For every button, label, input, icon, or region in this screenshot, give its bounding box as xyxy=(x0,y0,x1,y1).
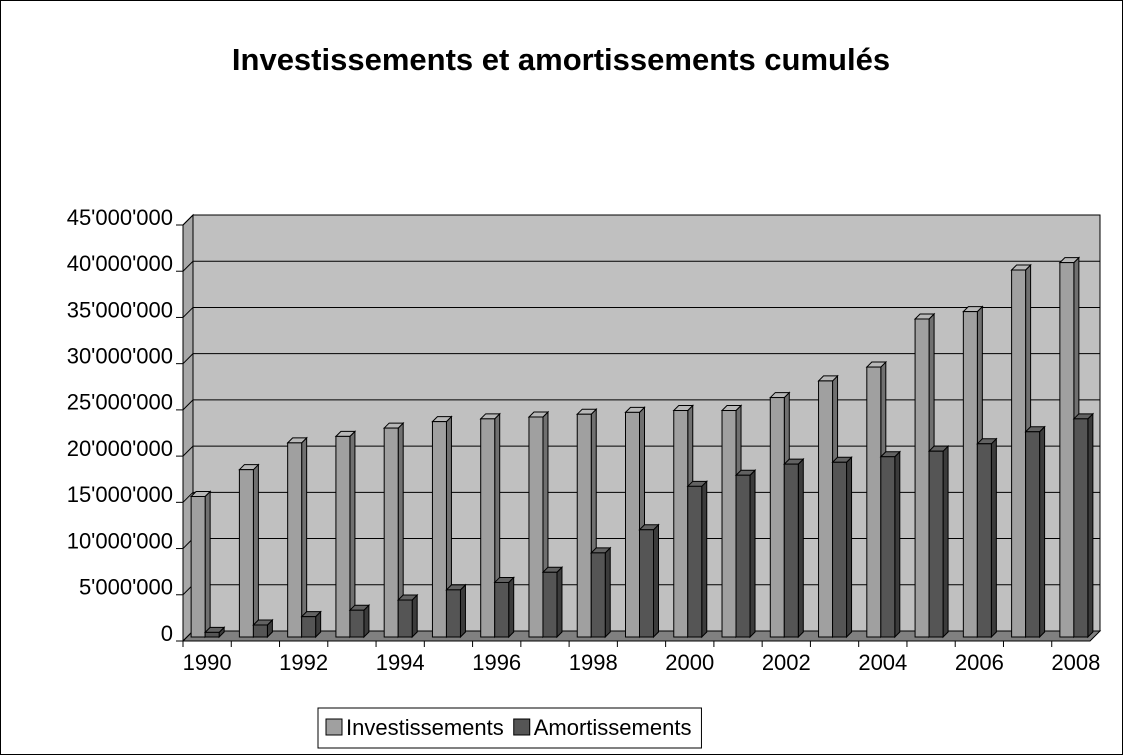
legend: Investissements Amortissements xyxy=(317,707,702,749)
bar-side xyxy=(459,583,466,639)
bar xyxy=(832,461,848,638)
bar xyxy=(301,616,317,638)
x-tick-label: 2006 xyxy=(955,650,1004,675)
bar xyxy=(528,416,544,638)
grid-line xyxy=(182,399,1100,411)
bar xyxy=(1059,262,1075,638)
bar xyxy=(431,421,447,638)
x-tick-label: 1990 xyxy=(183,650,232,675)
bar xyxy=(687,485,703,638)
bar-side xyxy=(942,444,949,639)
bar-side xyxy=(508,576,515,639)
y-tick-label: 10'000'000 xyxy=(67,528,173,553)
bar-side xyxy=(604,546,611,639)
bar xyxy=(397,599,413,638)
bar xyxy=(639,529,654,638)
bar xyxy=(783,463,799,638)
bar-side xyxy=(1039,425,1046,639)
grid-line xyxy=(182,214,1100,226)
bar xyxy=(1025,431,1041,638)
x-tick-label: 2008 xyxy=(1051,650,1100,675)
chart-title: Investissements et amortissements cumulé… xyxy=(232,42,890,77)
grid-line xyxy=(182,260,1100,272)
y-tick-label: 45'000'000 xyxy=(67,205,173,230)
y-tick-label: 35'000'000 xyxy=(67,297,173,322)
legend-swatch xyxy=(325,718,343,736)
bar xyxy=(349,609,365,638)
bar xyxy=(769,397,785,638)
bar-side xyxy=(894,450,901,639)
bar xyxy=(880,456,896,638)
y-tick-label: 30'000'000 xyxy=(67,343,173,368)
bar xyxy=(494,581,510,638)
legend-swatch xyxy=(513,718,531,736)
bar xyxy=(914,318,930,638)
bar xyxy=(590,552,606,638)
x-tick-label: 1996 xyxy=(472,650,521,675)
x-tick-label: 2002 xyxy=(762,650,811,675)
y-tick-label: 5'000'000 xyxy=(79,575,173,600)
bar xyxy=(735,474,751,638)
legend-label: Investissements xyxy=(346,715,504,740)
x-tick-label: 2004 xyxy=(858,650,907,675)
bar xyxy=(190,495,206,638)
bar xyxy=(204,631,220,638)
y-tick-label: 15'000'000 xyxy=(67,482,173,507)
bar xyxy=(287,442,303,638)
bar xyxy=(1011,269,1027,638)
bar xyxy=(542,571,558,638)
bar xyxy=(962,311,978,638)
bar-side xyxy=(204,490,211,639)
bar-side xyxy=(846,456,853,639)
grid-line xyxy=(182,445,1100,457)
bar xyxy=(480,418,496,638)
x-tick-label: 2000 xyxy=(665,650,714,675)
bar xyxy=(576,413,592,638)
bar xyxy=(1073,418,1089,638)
legend-label: Amortissements xyxy=(534,715,692,740)
bar xyxy=(238,469,254,638)
bar xyxy=(625,411,640,638)
bar xyxy=(335,435,351,638)
x-tick-label: 1994 xyxy=(376,650,425,675)
y-tick-label: 25'000'000 xyxy=(67,390,173,415)
bar xyxy=(383,427,399,638)
bar xyxy=(673,410,689,638)
bar-side xyxy=(252,463,259,639)
bar xyxy=(721,410,737,638)
x-tick-label: 1998 xyxy=(569,650,618,675)
y-tick-label: 40'000'000 xyxy=(67,251,173,276)
bar xyxy=(928,450,944,638)
legend-box xyxy=(317,707,702,749)
bar-side xyxy=(653,523,659,639)
bar xyxy=(818,380,834,638)
bar-side xyxy=(749,469,756,639)
bar xyxy=(252,624,268,638)
bar xyxy=(866,366,882,638)
bar-side xyxy=(990,437,997,639)
grid-line xyxy=(182,306,1100,318)
bar-side xyxy=(556,566,563,639)
bar xyxy=(976,443,992,638)
y-tick-label: 20'000'000 xyxy=(67,436,173,461)
bar xyxy=(445,589,461,638)
bar-side xyxy=(701,480,708,639)
x-tick-label: 1992 xyxy=(279,650,328,675)
bar-side xyxy=(1087,412,1094,639)
grid-line xyxy=(182,353,1100,365)
bar-side xyxy=(411,593,418,639)
y-tick-label: 0 xyxy=(161,621,173,646)
bar-side xyxy=(301,436,308,639)
bar-side xyxy=(797,457,804,639)
